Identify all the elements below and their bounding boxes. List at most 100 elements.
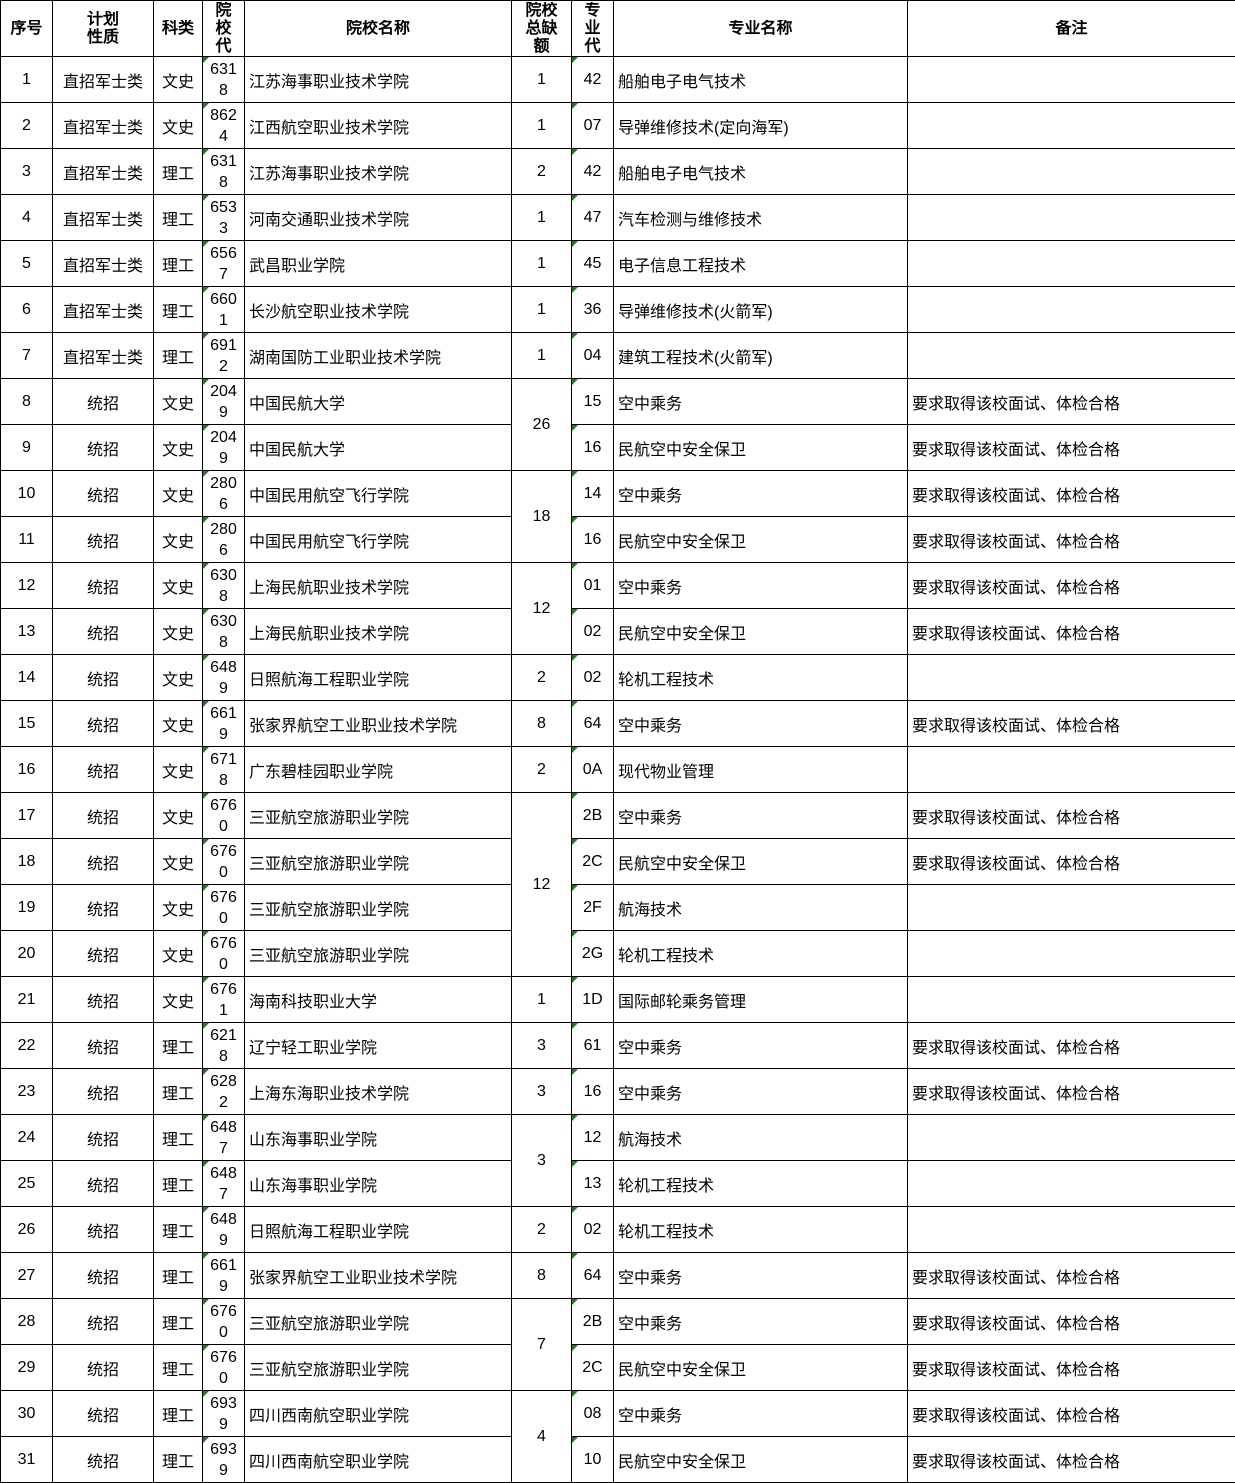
cell-category: 文史: [153, 976, 203, 1023]
cell-vacancy: 1: [511, 102, 572, 149]
school-name-text: 中国民用航空飞行学院: [249, 487, 410, 505]
cell-school-name: 中国民航大学: [244, 424, 512, 471]
major-code-text: 45: [583, 254, 602, 272]
table-row: 1 直招军士类 文史 6318 江苏海事职业技术学院 1 42 船舶电子电气技术: [0, 56, 1235, 103]
category-text: 理工: [161, 165, 194, 183]
cell-remark: [907, 1160, 1235, 1207]
major-code-text: 2C: [582, 1358, 603, 1376]
plan-type-text: 直招军士类: [62, 165, 143, 183]
index-text: 17: [17, 806, 36, 824]
major-code-text: 16: [583, 438, 602, 456]
major-code-text: 2F: [583, 898, 602, 916]
cell-major-name: 轮机工程技术: [613, 1206, 908, 1253]
plan-type-text: 统招: [86, 1131, 119, 1149]
vacancy-text: 8: [537, 714, 546, 732]
school-name-text: 三亚航空旅游职业学院: [249, 1315, 410, 1333]
category-text: 文史: [161, 441, 194, 459]
cell-school-code: 6760: [202, 930, 245, 977]
cell-major-name: 空中乘务: [613, 1022, 908, 1069]
plan-type-text: 直招军士类: [62, 119, 143, 137]
table-row: 7 直招军士类 理工 6912 湖南国防工业职业技术学院 1 04 建筑工程技术(火箭军): [0, 332, 1235, 379]
school-code-text: 2806: [210, 520, 237, 559]
cell-major-name: 现代物业管理: [613, 746, 908, 793]
remark-text: 要求取得该校面试、体检合格: [912, 487, 1121, 505]
cell-school-name: 中国民用航空飞行学院: [244, 516, 512, 563]
plan-type-text: 统招: [86, 395, 119, 413]
cell-plan-type: 直招军士类: [52, 194, 154, 241]
school-name-text: 长沙航空职业技术学院: [249, 303, 410, 321]
vacancy-text: 2: [537, 162, 546, 180]
major-code-text: 13: [583, 1174, 602, 1192]
cell-major-code: 42: [571, 56, 614, 103]
cell-vacancy: 18: [511, 470, 572, 563]
cell-major-name: 民航空中安全保卫: [613, 838, 908, 885]
plan-type-text: 统招: [86, 855, 119, 873]
table-row: 30 统招 理工 6939 四川西南航空职业学院 4 08 空中乘务 要求取得该校面试、体检合格: [0, 1390, 1235, 1483]
category-text: 理工: [161, 1269, 194, 1287]
major-name-text: 民航空中安全保卫: [618, 533, 747, 551]
vacancy-text: 1: [537, 70, 546, 88]
cell-school-code: 2049: [202, 424, 245, 471]
plan-type-text: 统招: [86, 1361, 119, 1379]
cell-school-code: 8624: [202, 102, 245, 149]
school-code-text: 6487: [210, 1118, 237, 1157]
school-name-text: 张家界航空工业职业技术学院: [249, 1269, 458, 1287]
major-name-text: 空中乘务: [618, 1407, 683, 1425]
cell-remark: 要求取得该校面试、体检合格: [907, 1436, 1235, 1483]
plan-type-text: 统招: [86, 533, 119, 551]
cell-major-name: 民航空中安全保卫: [613, 608, 908, 655]
cell-vacancy: 8: [511, 1252, 572, 1299]
school-name-text: 中国民航大学: [249, 395, 346, 413]
vacancy-text: 1: [537, 300, 546, 318]
cell-index: 22: [0, 1022, 53, 1069]
major-name-text: 民航空中安全保卫: [618, 625, 747, 643]
cell-plan-type: 直招军士类: [52, 332, 154, 379]
cell-index: 26: [0, 1206, 53, 1253]
vacancy-text: 3: [537, 1151, 546, 1169]
cell-plan-type: 统招: [52, 654, 154, 701]
cell-category: 理工: [153, 1206, 203, 1253]
cell-school-name: 上海东海职业技术学院: [244, 1068, 512, 1115]
cell-school-name: 河南交通职业技术学院: [244, 194, 512, 241]
cell-school-code: 6601: [202, 286, 245, 333]
school-code-text: 6760: [210, 888, 237, 927]
category-text: 文史: [161, 395, 194, 413]
index-text: 22: [17, 1036, 36, 1054]
plan-type-text: 统招: [86, 1269, 119, 1287]
major-name-text: 建筑工程技术(火箭军): [618, 349, 773, 367]
cell-remark: [907, 148, 1235, 195]
cell-remark: [907, 240, 1235, 287]
cell-school-code: 6912: [202, 332, 245, 379]
cell-school-name: 山东海事职业学院: [244, 1160, 512, 1207]
cell-school-code: 6318: [202, 148, 245, 195]
cell-vacancy: 2: [511, 1206, 572, 1253]
cell-category: 文史: [153, 102, 203, 149]
major-code-text: 01: [583, 576, 602, 594]
cell-school-code: 6567: [202, 240, 245, 287]
cell-index: 3: [0, 148, 53, 195]
school-code-text: 2806: [210, 474, 237, 513]
cell-index: 5: [0, 240, 53, 287]
school-name-text: 三亚航空旅游职业学院: [249, 947, 410, 965]
cell-school-name: 上海民航职业技术学院: [244, 562, 512, 609]
cell-major-code: 64: [571, 700, 614, 747]
vacancy-text: 12: [532, 875, 551, 893]
cell-index: 28: [0, 1298, 53, 1345]
vacancy-text: 3: [537, 1036, 546, 1054]
cell-index: 23: [0, 1068, 53, 1115]
cell-plan-type: 直招军士类: [52, 240, 154, 287]
major-code-text: 16: [583, 530, 602, 548]
cell-school-name: 张家界航空工业职业技术学院: [244, 1252, 512, 1299]
cell-remark: 要求取得该校面试、体检合格: [907, 1022, 1235, 1069]
cell-school-name: 三亚航空旅游职业学院: [244, 930, 512, 977]
cell-remark: [907, 194, 1235, 241]
index-text: 2: [22, 116, 31, 134]
cell-plan-type: 直招军士类: [52, 286, 154, 333]
cell-major-code: 02: [571, 1206, 614, 1253]
category-text: 文史: [161, 855, 194, 873]
remark-text: 要求取得该校面试、体检合格: [912, 1361, 1121, 1379]
cell-remark: 要求取得该校面试、体检合格: [907, 1068, 1235, 1115]
major-name-text: 现代物业管理: [618, 763, 715, 781]
cell-major-name: 空中乘务: [613, 792, 908, 839]
cell-major-name: 汽车检测与维修技术: [613, 194, 908, 241]
